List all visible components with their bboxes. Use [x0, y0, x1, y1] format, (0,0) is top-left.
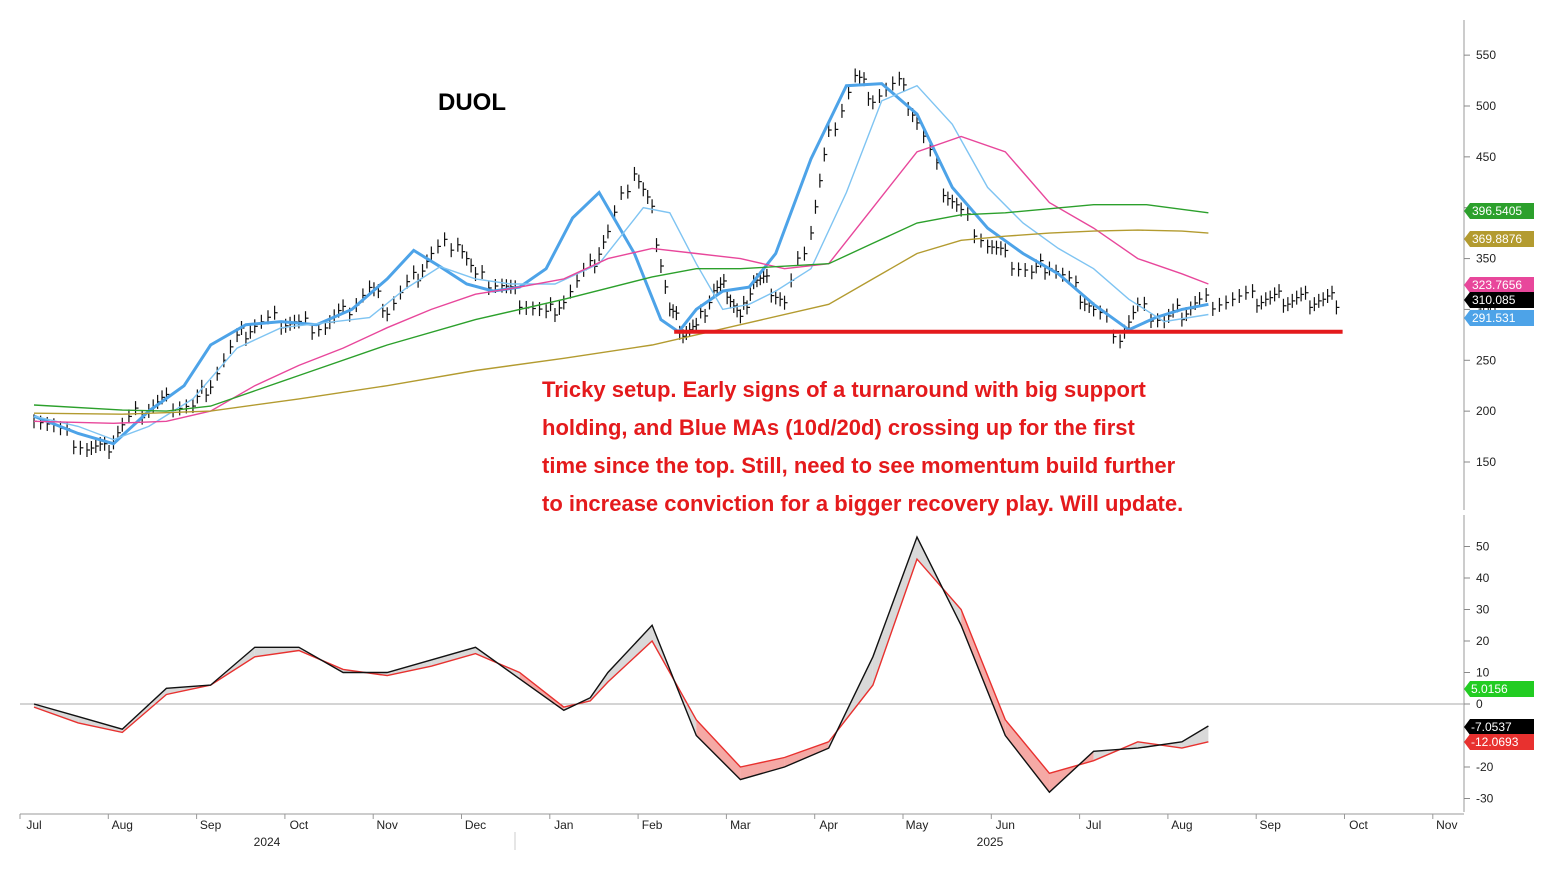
annotation-line: holding, and Blue MAs (10d/20d) crossing…	[542, 415, 1135, 440]
x-tick-label: Jun	[996, 818, 1015, 832]
osc-y-tick-label: 0	[1476, 697, 1483, 711]
value-tag-label: 310.085	[1472, 293, 1516, 307]
x-year-label: 2025	[977, 835, 1004, 849]
x-tick-label: Oct	[290, 818, 309, 832]
x-tick-label: Apr	[819, 818, 838, 832]
value-tag	[1464, 277, 1534, 293]
oscillator-spread-fill	[740, 757, 785, 780]
x-tick-label: Jan	[554, 818, 573, 832]
oscillator-spread-fill	[387, 659, 432, 676]
x-tick-label: Sep	[1260, 818, 1282, 832]
oscillator-line	[33, 535, 1209, 794]
oscillator-spread-fill	[78, 716, 123, 733]
oscillator-spread-fill	[872, 537, 917, 686]
value-tag-label: 369.8876	[1472, 232, 1522, 246]
value-tag	[1464, 203, 1534, 219]
x-tick-label: Jul	[26, 818, 41, 832]
value-tag	[1464, 310, 1534, 326]
annotation-text: Tricky setup. Early signs of a turnaroun…	[542, 377, 1183, 516]
oscillator-panel: -30 -20 0 10 20 30 40 50 5.0156 -7.0537-12.0693	[20, 515, 1534, 812]
price-y-tick-label: 500	[1476, 99, 1496, 113]
value-tag-label: 5.0156	[1471, 682, 1508, 696]
annotation-line: to increase conviction for a bigger reco…	[542, 491, 1183, 516]
price-y-tick-label: 250	[1476, 353, 1496, 367]
osc-y-tick-label: 20	[1476, 634, 1490, 648]
value-tag-label: 291.531	[1472, 311, 1516, 325]
oscillator-spread-fill	[696, 719, 741, 780]
oscillator-line	[33, 557, 1209, 775]
osc-y-tick-label: 50	[1476, 540, 1490, 554]
x-tick-label: Nov	[377, 818, 398, 832]
price-y-tick-label: 350	[1476, 252, 1496, 266]
oscillator-spread-fill	[254, 647, 299, 657]
oscillator-spread-fill	[1181, 726, 1209, 749]
annotation-line: time since the top. Still, need to see m…	[542, 453, 1176, 478]
value-tag	[1464, 719, 1534, 735]
oscillator-y-ticks: -30 -20 0 10 20 30 40 50	[1464, 540, 1494, 806]
price-y-tick-label: 200	[1476, 404, 1496, 418]
x-tick-label: Aug	[1171, 818, 1192, 832]
oscillator-spread-fill	[431, 647, 476, 667]
x-year-label: 2024	[254, 835, 281, 849]
value-tag-label: 396.5405	[1472, 204, 1522, 218]
x-tick-labels: Jul Aug Sep Oct Nov Dec Jan Feb Mar Apr May Jun Jul A…	[19, 814, 1457, 832]
x-tick-label: Oct	[1349, 818, 1368, 832]
oscillator-series-group	[33, 535, 1209, 794]
x-tick-label: Dec	[465, 818, 486, 832]
x-tick-label: Sep	[200, 818, 222, 832]
ticker-title: DUOL	[438, 89, 506, 116]
value-tag	[1464, 292, 1534, 308]
x-tick-label: Nov	[1436, 818, 1457, 832]
moving-average-line	[33, 135, 1209, 425]
x-year-labels: 2024 2025	[254, 835, 1004, 849]
oscillator-spread-fill	[1005, 719, 1050, 793]
oscillator-value-tags: 5.0156 -7.0537-12.0693	[1464, 681, 1534, 750]
value-tag	[1464, 681, 1534, 697]
moving-average-line	[33, 204, 1209, 412]
annotation-line: Tricky setup. Early signs of a turnaroun…	[542, 377, 1147, 402]
value-tag-label: -7.0537	[1471, 720, 1512, 734]
x-tick-label: Jul	[1086, 818, 1101, 832]
x-axis: Jul Aug Sep Oct Nov Dec Jan Feb Mar Apr May Jun Jul A…	[19, 813, 1464, 850]
oscillator-spread-fill	[607, 625, 653, 682]
value-tag-label: 323.7656	[1472, 278, 1522, 292]
osc-y-tick-label: -20	[1476, 760, 1494, 774]
price-y-tick-label: 550	[1476, 48, 1496, 62]
oscillator-spread-fill	[961, 609, 1006, 736]
price-series-group	[33, 68, 1340, 459]
value-tag	[1464, 231, 1534, 247]
osc-y-tick-label: 40	[1476, 571, 1490, 585]
value-tag	[1464, 734, 1534, 750]
osc-y-tick-label: -30	[1476, 792, 1494, 806]
price-y-tick-label: 450	[1476, 150, 1496, 164]
oscillator-spread-fill	[34, 704, 79, 723]
x-tick-label: Feb	[642, 818, 663, 832]
moving-average-line	[33, 229, 1209, 415]
price-panel: 150200250300350400450500550 DUOL 396.540…	[33, 20, 1534, 510]
osc-y-tick-label: 10	[1476, 666, 1490, 680]
oscillator-spread-fill	[784, 741, 829, 767]
x-tick-label: Aug	[112, 818, 133, 832]
moving-average-line	[33, 82, 1209, 446]
x-tick-label: May	[906, 818, 929, 832]
value-tag-label: -12.0693	[1471, 735, 1519, 749]
price-y-tick-label: 150	[1476, 455, 1496, 469]
x-tick-label: Mar	[730, 818, 751, 832]
osc-y-tick-label: 30	[1476, 603, 1490, 617]
moving-average-line	[33, 84, 1209, 441]
